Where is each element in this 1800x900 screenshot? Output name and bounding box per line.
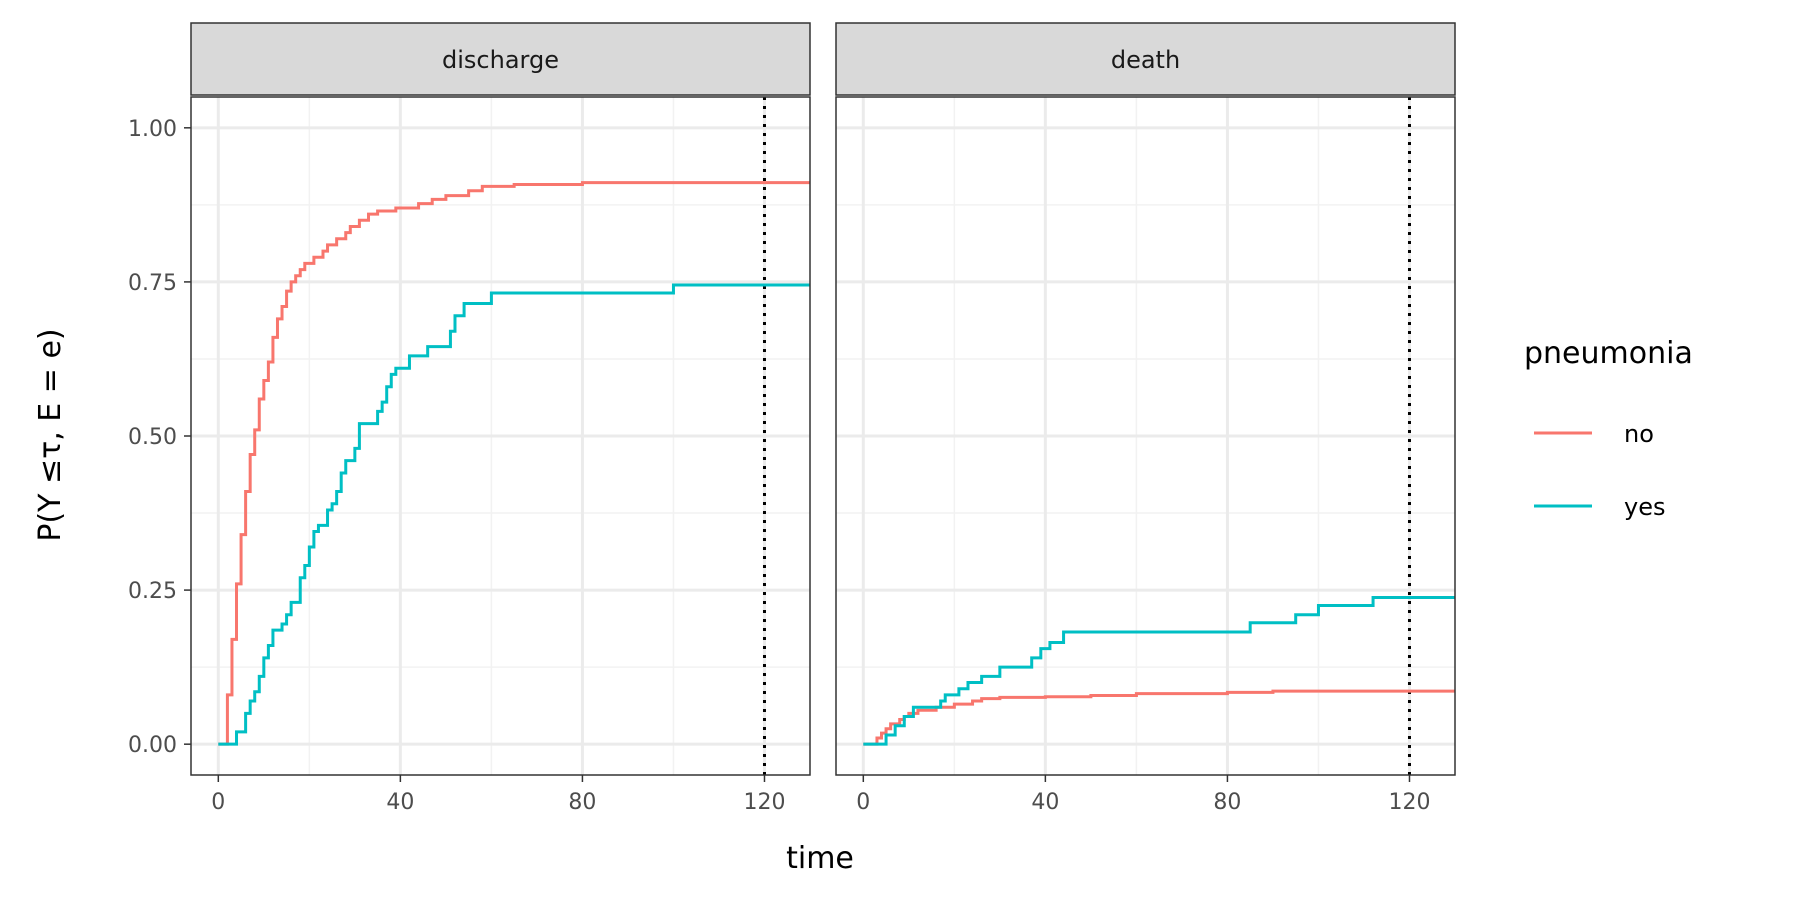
strip-label: death (1111, 46, 1180, 74)
x-tick-label: 80 (568, 790, 596, 815)
legend-entry-no: no (1534, 420, 1654, 448)
legend-entries: no yes (1534, 420, 1665, 521)
series-line-yes (218, 283, 810, 746)
y-tick-label: 0.25 (128, 579, 177, 604)
x-tick-label: 40 (1031, 790, 1059, 815)
x-tick-label: 0 (856, 790, 870, 815)
legend-label-yes: yes (1624, 493, 1665, 521)
legend: pneumonia no yes (1524, 336, 1693, 521)
y-tick-label: 0.50 (128, 425, 177, 450)
strip-background (190, 22, 811, 96)
panel-death: death 0 40 80 120 (835, 22, 1456, 815)
x-tick-label: 120 (1388, 790, 1430, 815)
panel-discharge: discharge 0 40 80 120 0.00 0.25 0.50 0.75 1.00 (128, 22, 811, 815)
x-tick-label: 40 (386, 790, 414, 815)
legend-entry-yes: yes (1534, 493, 1665, 521)
series-line-no (863, 689, 1455, 746)
strip-label: discharge (442, 46, 559, 74)
y-tick-label: 1.00 (128, 117, 177, 142)
x-tick-label: 120 (743, 790, 785, 815)
series-line-no (218, 181, 810, 746)
x-axis-title: time (786, 841, 854, 876)
strip-background (835, 22, 1456, 96)
panel-border (835, 96, 1456, 776)
x-tick-label: 0 (211, 790, 225, 815)
y-tick-label: 0.00 (128, 733, 177, 758)
y-tick-label: 0.75 (128, 271, 177, 296)
y-axis-title: P(Y ≤τ, E = e) (33, 328, 68, 541)
legend-title: pneumonia (1524, 336, 1693, 371)
facet-panels: discharge 0 40 80 120 0.00 0.25 0.50 0.75 1.00 dea… (128, 22, 1456, 815)
x-tick-label: 80 (1213, 790, 1241, 815)
series-line-yes (863, 595, 1455, 746)
legend-label-no: no (1624, 420, 1654, 448)
